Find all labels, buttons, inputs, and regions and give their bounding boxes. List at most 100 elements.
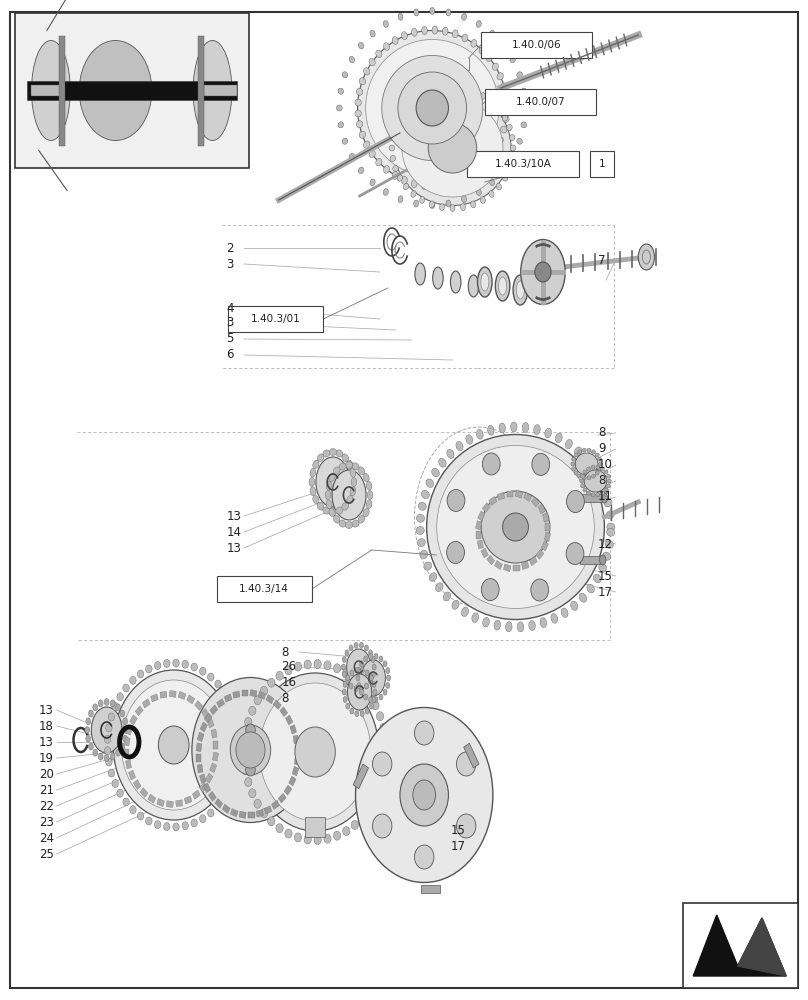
- Ellipse shape: [295, 727, 335, 777]
- Ellipse shape: [304, 660, 311, 669]
- Ellipse shape: [476, 189, 482, 195]
- Ellipse shape: [456, 441, 463, 451]
- Bar: [213, 741, 218, 749]
- Ellipse shape: [487, 425, 494, 435]
- Ellipse shape: [606, 484, 610, 488]
- Ellipse shape: [442, 27, 448, 35]
- Ellipse shape: [259, 683, 371, 821]
- Bar: [532, 497, 540, 507]
- Ellipse shape: [364, 141, 370, 148]
- Text: 3: 3: [226, 257, 234, 270]
- Text: 16: 16: [281, 676, 297, 688]
- Ellipse shape: [417, 539, 425, 547]
- Ellipse shape: [123, 735, 128, 742]
- Ellipse shape: [267, 817, 275, 826]
- Ellipse shape: [345, 522, 352, 528]
- Ellipse shape: [383, 189, 389, 195]
- Ellipse shape: [461, 13, 466, 20]
- Ellipse shape: [234, 764, 241, 772]
- Ellipse shape: [572, 467, 576, 471]
- Ellipse shape: [450, 205, 455, 212]
- Ellipse shape: [506, 622, 512, 632]
- Ellipse shape: [364, 656, 368, 662]
- Ellipse shape: [587, 448, 591, 452]
- Ellipse shape: [339, 520, 346, 527]
- Ellipse shape: [124, 726, 128, 734]
- Ellipse shape: [479, 162, 485, 170]
- Ellipse shape: [358, 467, 364, 475]
- Ellipse shape: [446, 9, 451, 16]
- Ellipse shape: [595, 476, 604, 484]
- Ellipse shape: [241, 754, 248, 763]
- Bar: [200, 774, 206, 783]
- Ellipse shape: [110, 700, 115, 707]
- Bar: [204, 86, 237, 96]
- Ellipse shape: [507, 165, 512, 172]
- Ellipse shape: [584, 470, 607, 492]
- Ellipse shape: [310, 468, 316, 477]
- Ellipse shape: [242, 729, 249, 738]
- Ellipse shape: [430, 202, 435, 209]
- Bar: [210, 763, 217, 773]
- Ellipse shape: [182, 660, 188, 668]
- Ellipse shape: [595, 453, 600, 457]
- Ellipse shape: [390, 135, 396, 141]
- Ellipse shape: [191, 663, 197, 671]
- Ellipse shape: [437, 446, 595, 608]
- Ellipse shape: [492, 146, 499, 153]
- Ellipse shape: [326, 500, 332, 509]
- Ellipse shape: [360, 131, 365, 138]
- Ellipse shape: [572, 457, 576, 461]
- Ellipse shape: [400, 764, 448, 826]
- Ellipse shape: [415, 263, 426, 285]
- Ellipse shape: [215, 802, 221, 810]
- Text: 1: 1: [599, 159, 605, 169]
- Ellipse shape: [416, 514, 424, 522]
- Ellipse shape: [422, 182, 427, 190]
- Ellipse shape: [432, 182, 438, 190]
- Bar: [248, 812, 255, 818]
- Ellipse shape: [411, 28, 417, 36]
- Ellipse shape: [376, 158, 382, 166]
- Ellipse shape: [545, 428, 551, 438]
- Text: 7: 7: [598, 253, 605, 266]
- Ellipse shape: [604, 488, 608, 492]
- Bar: [59, 36, 65, 146]
- Ellipse shape: [392, 172, 398, 179]
- Bar: [197, 764, 203, 773]
- Ellipse shape: [318, 502, 324, 510]
- Ellipse shape: [461, 85, 465, 92]
- Ellipse shape: [359, 682, 366, 691]
- Ellipse shape: [191, 678, 309, 822]
- Text: 1.40.3/10A: 1.40.3/10A: [494, 159, 551, 169]
- Ellipse shape: [510, 56, 516, 63]
- Ellipse shape: [413, 780, 436, 810]
- Ellipse shape: [511, 145, 516, 151]
- Bar: [507, 491, 513, 497]
- Ellipse shape: [503, 115, 507, 121]
- Bar: [476, 531, 481, 539]
- Ellipse shape: [481, 273, 489, 291]
- Ellipse shape: [374, 697, 378, 703]
- Bar: [150, 694, 158, 702]
- Ellipse shape: [398, 175, 402, 181]
- Circle shape: [566, 491, 584, 513]
- Text: 10: 10: [598, 458, 612, 472]
- Ellipse shape: [600, 491, 604, 495]
- Ellipse shape: [477, 429, 483, 439]
- Ellipse shape: [366, 500, 372, 509]
- Ellipse shape: [377, 712, 384, 721]
- Ellipse shape: [123, 684, 129, 692]
- Ellipse shape: [598, 462, 603, 466]
- Text: 1.40.0/06: 1.40.0/06: [511, 40, 562, 50]
- Circle shape: [532, 453, 549, 475]
- Bar: [486, 555, 494, 565]
- Ellipse shape: [260, 809, 267, 818]
- Ellipse shape: [595, 465, 600, 469]
- Ellipse shape: [343, 689, 346, 695]
- Ellipse shape: [570, 462, 574, 466]
- Ellipse shape: [360, 711, 364, 717]
- Ellipse shape: [173, 659, 179, 667]
- Text: 11: 11: [598, 490, 613, 504]
- Bar: [128, 770, 136, 780]
